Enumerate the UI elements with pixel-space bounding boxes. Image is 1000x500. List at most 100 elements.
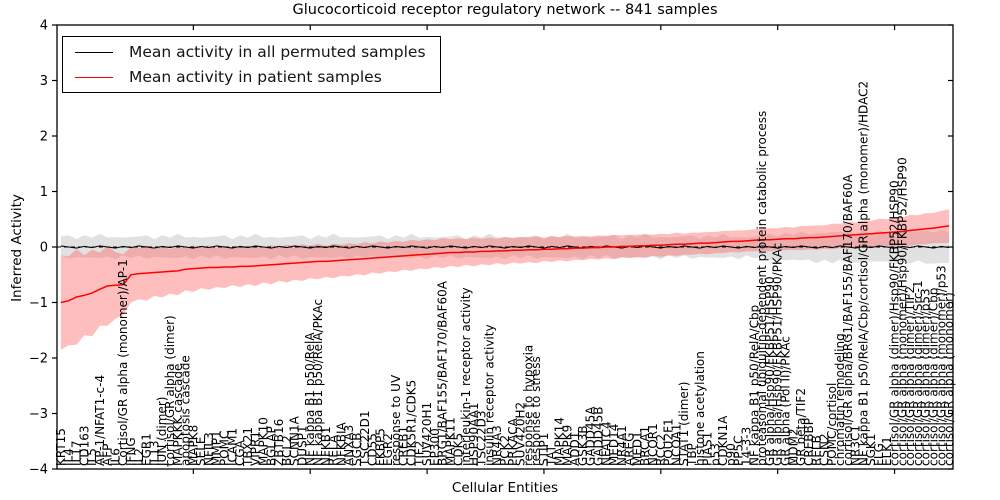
permuted-line-sample bbox=[75, 51, 113, 53]
x-entity-label: SGCB bbox=[350, 432, 364, 466]
x-entity-label: TBX21 bbox=[241, 427, 255, 467]
legend-item-patient: Mean activity in patient samples bbox=[75, 68, 426, 86]
x-entity-label: cortisol/GR alpha (dimer) bbox=[163, 315, 177, 466]
patient-line-sample bbox=[75, 76, 113, 78]
x-entity-label: ELK1 bbox=[880, 436, 894, 466]
x-entity-label: BRCA1 bbox=[638, 426, 652, 466]
x-entity-label: CDK5R1/CDK5 bbox=[405, 380, 419, 466]
y-tick-label: 0 bbox=[40, 241, 48, 256]
x-entity-label: MED14 bbox=[607, 424, 621, 466]
patient-confidence-band bbox=[60, 209, 950, 350]
x-entity-label: cortisol/GR alpha/BRG1/BAF155/BAF170/BAF… bbox=[841, 174, 855, 466]
x-entity-label: 14-3-3 bbox=[740, 427, 754, 466]
x-entity-label: MAPK9 bbox=[560, 425, 574, 466]
x-entity-label: IL4 bbox=[62, 448, 76, 466]
y-tick-label: −4 bbox=[29, 463, 48, 478]
y-tick-label: 4 bbox=[40, 19, 48, 34]
x-entity-label: histone acetylation bbox=[693, 351, 707, 466]
x-entity-label: IL5 bbox=[85, 448, 99, 466]
x-entity-label: SELE bbox=[194, 437, 208, 466]
x-entity-label: interleukin-1 receptor activity bbox=[459, 287, 473, 466]
x-entity-label: MAPK10 bbox=[257, 417, 271, 466]
x-entity-label: MDM2 bbox=[786, 428, 800, 466]
x-entity-label: IL17 bbox=[70, 441, 84, 467]
x-entity-label: SCNN1A bbox=[288, 415, 302, 466]
permuted-mean-line bbox=[60, 245, 950, 249]
x-entity-label: cortisol/GR alpha (dimer)/Hsp90/FKBP52/H… bbox=[888, 180, 902, 466]
x-entity-label: PP5C bbox=[732, 436, 746, 467]
x-entity-label: response to UV bbox=[389, 374, 403, 466]
x-entity-label: p53 bbox=[708, 443, 722, 466]
x-entity-label: IFNG bbox=[124, 437, 138, 466]
x-entity-label: MAPK14 bbox=[553, 417, 567, 466]
x-entity-label: SGK1 bbox=[864, 434, 878, 466]
x-entity-label: CDKN1A bbox=[716, 415, 730, 466]
x-entity-label: NF kappa B1 p50/RelA/PKAc bbox=[311, 299, 325, 466]
legend-label-patient: Mean activity in patient samples bbox=[129, 68, 382, 86]
x-entity-label: NFKB1 bbox=[319, 426, 333, 466]
x-entity-label: FKBP5 bbox=[373, 428, 387, 466]
x-entity-label: GR alpha (Pol II)/PKAc bbox=[779, 336, 793, 466]
x-entity-label: CREBBP bbox=[802, 418, 816, 466]
x-entity-label: CGA bbox=[233, 439, 247, 466]
x-entity-label: proteasomal ubiquitin-dependent protein … bbox=[755, 111, 769, 466]
x-entity-label: ICAM1 bbox=[225, 428, 239, 466]
x-entity-label: EGR2 bbox=[381, 433, 395, 466]
x-entity-label: ADD1 bbox=[568, 432, 582, 466]
legend-item-permuted: Mean activity in all permuted samples bbox=[75, 43, 426, 61]
x-entity-label: cortisol/GR alpha (dimer)/TIF2 bbox=[903, 286, 917, 466]
x-entity-label: GSK3B bbox=[576, 425, 590, 466]
y-tick-label: 2 bbox=[40, 130, 48, 145]
x-entity-label: Cortisol/GR alpha (monomer)/AP-1 bbox=[116, 259, 130, 466]
x-entity-label: HSP90AA1 bbox=[467, 402, 481, 466]
legend: Mean activity in all permuted samples Me… bbox=[62, 36, 441, 93]
x-entity-label: VIPR1 bbox=[249, 431, 263, 466]
x-entity-label: MAPK8 bbox=[186, 425, 200, 466]
x-entity-label: chromatin remodeling bbox=[833, 333, 847, 466]
x-entity-label: response to stress bbox=[529, 356, 543, 466]
x-entity-label: RELA bbox=[327, 434, 341, 466]
x-entity-label: BCL2 bbox=[280, 435, 294, 466]
x-entity-label: RCC2 bbox=[654, 434, 668, 466]
x-entity-label: MMP1 bbox=[210, 430, 224, 466]
x-entity-label: NFIL3 bbox=[202, 432, 216, 466]
x-entity-label: apoptosis cascade bbox=[179, 355, 193, 466]
x-entity-label: cortisol/GR alpha (dimer)/Cbp bbox=[927, 288, 941, 466]
permuted-confidence-band bbox=[60, 229, 950, 265]
legend-label-permuted: Mean activity in all permuted samples bbox=[129, 43, 426, 61]
x-entity-label: JUN (dimer) bbox=[155, 397, 169, 467]
x-entity-label: NCOR1 bbox=[646, 423, 660, 466]
x-entity-label: DUSP1 bbox=[295, 425, 309, 466]
x-entity-label: EP300 bbox=[428, 428, 442, 466]
x-entity-label: POMC bbox=[218, 431, 232, 466]
x-entity-label: CSN2 bbox=[817, 433, 831, 466]
y-axis-label: Inferred Activity bbox=[9, 194, 25, 302]
x-entity-label: TSC22D3 bbox=[475, 411, 489, 467]
x-entity-label: NFATC4 bbox=[599, 421, 613, 466]
y-tick-label: −2 bbox=[29, 352, 48, 367]
x-entity-label: CD163 bbox=[77, 425, 91, 466]
x-entity-label: EGR1 bbox=[140, 433, 154, 466]
x-entity-label: RELB bbox=[810, 435, 824, 466]
x-entity-label: TIF2 bbox=[412, 441, 426, 467]
x-entity-label: ZBTB16 bbox=[272, 419, 286, 466]
x-entity-label: cortisol/GR alpha (dimer)/Src-1 bbox=[911, 280, 925, 466]
x-entity-label: PIAS1 bbox=[701, 432, 715, 466]
x-entity-label: AP-1/NFAT1-c-4 bbox=[93, 375, 107, 466]
x-entity-label: cortisol/GR alpha (monomer) bbox=[942, 292, 956, 466]
x-entity-label: STIP1 bbox=[537, 433, 551, 466]
x-entity-label: NF kappa B1 p50/RelA bbox=[303, 332, 317, 466]
x-entity-label: IL2 bbox=[132, 448, 146, 466]
x-entity-label: PRKACA bbox=[506, 417, 520, 466]
x-entity-label: GR alpha/Hsp90/FKBP51/HSP90 bbox=[763, 276, 777, 466]
x-entity-label: response to hypoxia bbox=[521, 345, 535, 466]
x-entity-label: MAPKKK cascade bbox=[171, 364, 185, 466]
x-entity-label: p90 bbox=[724, 443, 738, 466]
x-entity-label: SUV420H1 bbox=[420, 402, 434, 466]
x-entity-label: ANXA3 bbox=[342, 425, 356, 466]
x-entity-label: POMC/cortisol bbox=[825, 383, 839, 466]
x-entity-label: BRG1/BAF155/BAF170/BAF60A bbox=[436, 280, 450, 466]
y-tick-label: −3 bbox=[29, 407, 48, 422]
